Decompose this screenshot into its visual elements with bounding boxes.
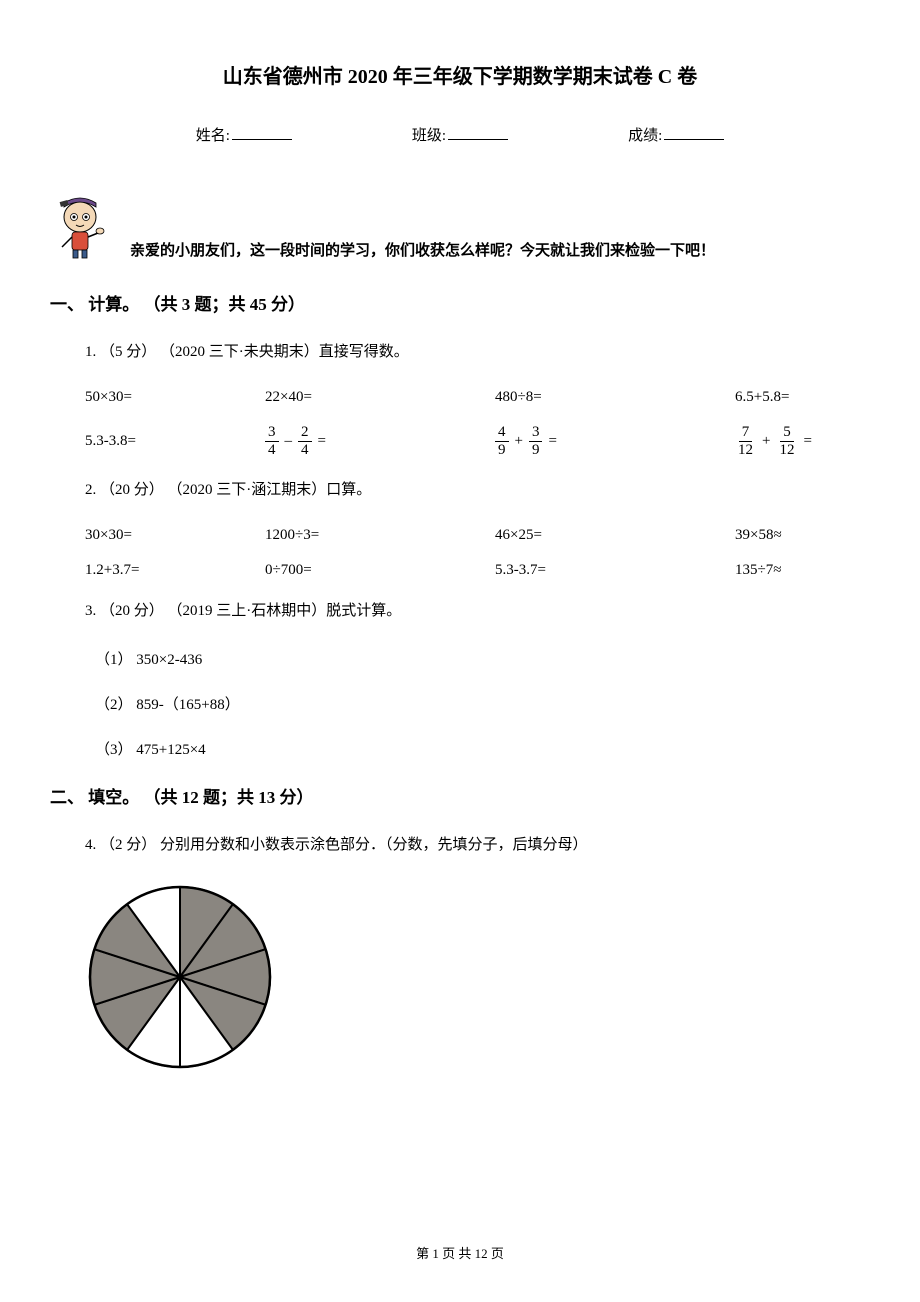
frac-eq: = — [548, 433, 556, 450]
frac-op: – — [285, 433, 293, 450]
frac-den: 9 — [529, 442, 543, 458]
q4-label: 4. （2 分） 分别用分数和小数表示涂色部分．（分数，先填分子，后填分母） — [85, 833, 870, 857]
q1-r2c2: 34 – 24 = — [265, 424, 495, 458]
q2-r1c1: 30×30= — [85, 527, 265, 544]
mascot-row: 亲爱的小朋友们，这一段时间的学习，你们收获怎么样呢？今天就让我们来检验一下吧！ — [50, 195, 870, 260]
frac-num: 3 — [265, 425, 279, 442]
q1-r2c3: 49 + 39 = — [495, 424, 735, 458]
frac-den: 9 — [495, 442, 509, 458]
page-footer: 第 1 页 共 12 页 — [0, 1243, 920, 1262]
class-field: 班级: — [412, 124, 508, 145]
q2-r1c3: 46×25= — [495, 527, 735, 544]
frac-num: 7 — [739, 425, 753, 442]
q1-r1c1: 50×30= — [85, 389, 265, 406]
q1-grid: 50×30= 22×40= 480÷8= 6.5+5.8= 5.3-3.8= 3… — [85, 389, 870, 458]
q1-label: 1. （5 分） （2020 三下·未央期末）直接写得数。 — [85, 340, 870, 364]
info-row: 姓名: 班级: 成绩: — [50, 124, 870, 145]
frac-num: 5 — [780, 425, 794, 442]
q2-r1c2: 1200÷3= — [265, 527, 495, 544]
score-label: 成绩: — [628, 124, 662, 145]
q2-r2c3: 5.3-3.7= — [495, 562, 735, 579]
greeting-text: 亲爱的小朋友们，这一段时间的学习，你们收获怎么样呢？今天就让我们来检验一下吧！ — [130, 239, 870, 260]
frac-den: 12 — [776, 442, 797, 458]
section-1-header: 一、 计算。 （共 3 题；共 45 分） — [50, 290, 870, 315]
q2-r2c4: 135÷7≈ — [735, 562, 870, 579]
pie-chart — [85, 882, 275, 1072]
frac-num: 4 — [495, 425, 509, 442]
pie-chart-container — [85, 882, 870, 1077]
score-underline — [664, 139, 724, 140]
frac-den: 12 — [735, 442, 756, 458]
name-label: 姓名: — [196, 124, 230, 145]
frac-op: + — [762, 433, 770, 450]
q3-sub3: （3） 475+125×4 — [95, 738, 870, 759]
frac-eq: = — [803, 433, 811, 450]
class-underline — [448, 139, 508, 140]
q1-r2c1: 5.3-3.8= — [85, 433, 265, 450]
frac-den: 4 — [298, 442, 312, 458]
q2-r2c2: 0÷700= — [265, 562, 495, 579]
q2-r2c1: 1.2+3.7= — [85, 562, 265, 579]
q1-r1c3: 480÷8= — [495, 389, 735, 406]
name-field: 姓名: — [196, 124, 292, 145]
q2-label: 2. （20 分） （2020 三下·涵江期末）口算。 — [85, 478, 870, 502]
frac-den: 4 — [265, 442, 279, 458]
frac-num: 2 — [298, 425, 312, 442]
q3-sub1: （1） 350×2-436 — [95, 648, 870, 669]
frac-eq: = — [318, 433, 326, 450]
q2-grid: 30×30= 1200÷3= 46×25= 39×58≈ 1.2+3.7= 0÷… — [85, 527, 870, 579]
q1-r1c4: 6.5+5.8= — [735, 389, 870, 406]
frac-op: + — [515, 433, 523, 450]
q3-label: 3. （20 分） （2019 三上·石林期中）脱式计算。 — [85, 599, 870, 623]
score-field: 成绩: — [628, 124, 724, 145]
section-2-header: 二、 填空。 （共 12 题；共 13 分） — [50, 783, 870, 808]
name-underline — [232, 139, 292, 140]
q1-r2c4: 712 + 512 = — [735, 424, 870, 458]
page-title: 山东省德州市 2020 年三年级下学期数学期末试卷 C 卷 — [50, 60, 870, 89]
q1-r1c2: 22×40= — [265, 389, 495, 406]
mascot-icon — [50, 195, 110, 260]
q2-r1c4: 39×58≈ — [735, 527, 870, 544]
frac-num: 3 — [529, 425, 543, 442]
class-label: 班级: — [412, 124, 446, 145]
q3-sub2: （2） 859-（165+88） — [95, 693, 870, 714]
